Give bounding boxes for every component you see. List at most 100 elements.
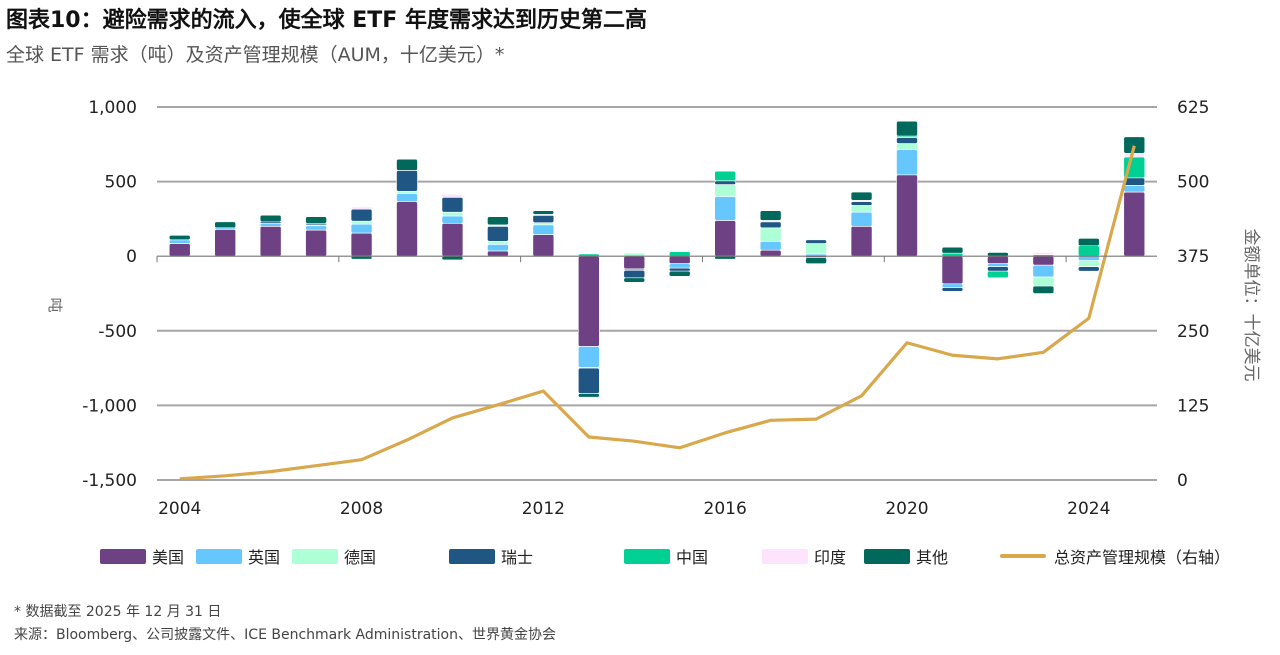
bar-segment-其他 (532, 210, 555, 215)
legend-swatch (449, 548, 495, 564)
y-tick-label: -500 (98, 322, 137, 342)
bar-segment-德国 (441, 211, 464, 217)
chart-subtitle: 全球 ETF 需求（吨）及资产管理规模（AUM，十亿美元）* (6, 44, 505, 66)
y2-tick-label: 125 (1177, 396, 1209, 416)
y-tick-label: 0 (126, 247, 137, 267)
aum-line (179, 145, 1136, 481)
y2-tick-label: 250 (1177, 322, 1209, 342)
legend-line-swatch (1000, 554, 1046, 558)
y2-tick-label: 500 (1177, 173, 1209, 193)
legend-label: 其他 (916, 548, 949, 567)
bar-segment-其他 (578, 393, 600, 398)
bar-segment-美国 (941, 255, 964, 285)
bar-segment-美国 (578, 255, 600, 347)
legend-item: 其他 (864, 544, 948, 568)
bar-segment-德国 (759, 227, 782, 242)
bar-segment-印度 (441, 193, 464, 198)
legend-item: 中国 (624, 544, 708, 568)
legend-item: 英国 (196, 544, 280, 568)
bar-segment-德国 (396, 190, 418, 194)
legend-label: 德国 (344, 548, 377, 567)
bar-segment-英国 (850, 211, 873, 227)
bar-segment-美国 (396, 201, 418, 257)
y2-tick-label: 625 (1177, 98, 1209, 118)
bar-segment-瑞士 (759, 221, 782, 229)
bar-segment-其他 (623, 277, 646, 283)
bar-segment-英国 (759, 240, 782, 251)
legend-swatch (196, 548, 242, 564)
bar-segment-英国 (668, 263, 691, 269)
bar-segment-英国 (305, 225, 327, 231)
legend-swatch (864, 548, 910, 564)
bar-segment-德国 (1032, 276, 1055, 287)
x-tick-label: 2012 (522, 499, 565, 519)
legend-label: 中国 (676, 548, 709, 567)
bar-segment-其他 (214, 221, 236, 229)
bar-segment-英国 (350, 223, 373, 234)
bar-segment-美国 (487, 250, 509, 257)
bar-segment-美国 (214, 229, 236, 257)
y-tick-label: 1,000 (88, 98, 137, 118)
bar-segment-美国 (168, 243, 191, 257)
bar-segment-德国 (896, 143, 918, 150)
bar-segment-德国 (350, 220, 373, 225)
bar-segment-中国 (1078, 245, 1100, 257)
legend: 美国 英国 德国 瑞士 中国 印度 其他 总资产管理规模（右轴） (0, 544, 1280, 568)
bar-segment-瑞士 (714, 180, 736, 185)
bar-segment-美国 (714, 220, 736, 257)
bar-segment-英国 (941, 283, 964, 288)
bar-segment-美国 (350, 232, 373, 257)
bar-segment-美国 (532, 234, 555, 257)
y-tick-label: -1,000 (82, 396, 137, 416)
bar-segment-德国 (805, 243, 827, 255)
bar-segment-瑞士 (623, 270, 646, 279)
legend-label: 瑞士 (501, 548, 534, 567)
bar-segment-瑞士 (578, 367, 600, 394)
y-axis-title: 吨 (46, 297, 64, 312)
bar-segment-美国 (896, 174, 918, 257)
bar-segment-英国 (441, 215, 464, 224)
bar-segment-瑞士 (805, 239, 827, 244)
bar-segment-英国 (1032, 264, 1055, 278)
bar-segment-美国 (441, 223, 464, 257)
bar-segment-其他 (396, 158, 418, 171)
x-axis: 2004 2008 2012 2016 2020 2024 (156, 255, 1157, 519)
legend-item: 印度 (762, 544, 846, 568)
bar-segment-英国 (259, 223, 282, 227)
bar-segment-美国 (668, 255, 691, 264)
bar-segment-其他 (759, 210, 782, 221)
bar-segment-瑞士 (532, 214, 555, 223)
bar-segment-瑞士 (396, 170, 418, 192)
bar-segment-德国 (1078, 260, 1100, 267)
y-tick-label: -1,500 (82, 471, 137, 491)
bar-segment-中国 (668, 251, 691, 257)
x-tick-label: 2004 (158, 499, 201, 519)
y-axis-right: 625 500 375 250 125 0 (1177, 98, 1209, 491)
bar-segment-德国 (532, 222, 555, 226)
bar-segment-瑞士 (941, 287, 964, 292)
bar-segment-美国 (850, 226, 873, 257)
bar-segment-瑞士 (668, 267, 691, 272)
y2-tick-label: 0 (1177, 471, 1188, 491)
bars-group (168, 120, 1146, 398)
chart-title: 图表10：避险需求的流入，使全球 ETF 年度需求达到历史第二高 (6, 8, 647, 33)
y2-tick-label: 375 (1177, 247, 1209, 267)
legend-label: 总资产管理规模（右轴） (1054, 548, 1231, 567)
legend-label: 印度 (814, 548, 847, 567)
bar-segment-英国 (1123, 185, 1146, 193)
legend-swatch (292, 548, 338, 564)
bar-segment-其他 (941, 246, 964, 254)
bar-segment-德国 (850, 205, 873, 213)
bar-segment-其他 (668, 270, 691, 277)
bar-segment-印度 (350, 206, 373, 210)
bar-segment-英国 (532, 224, 555, 235)
chart-plot: 1,000 500 0 -500 -1,000 -1,500 625 500 375 250 12… (46, 98, 1261, 519)
bar-segment-瑞士 (1078, 266, 1100, 272)
y-axis-left: 1,000 500 0 -500 -1,000 -1,500 (82, 98, 137, 491)
bar-segment-其他 (1123, 136, 1146, 154)
bar-segment-其他 (487, 216, 509, 226)
footnote: * 数据截至 2025 年 12 月 31 日 (14, 604, 222, 620)
bar-segment-瑞士 (987, 266, 1009, 272)
bar-segment-英国 (168, 239, 191, 244)
bar-segment-其他 (805, 257, 827, 264)
